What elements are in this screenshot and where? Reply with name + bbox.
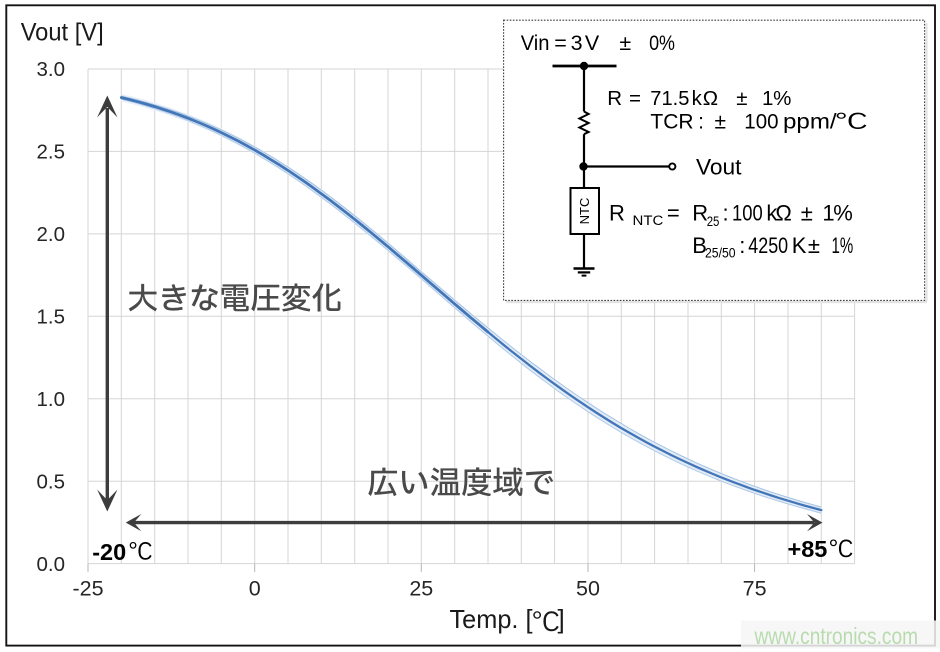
svg-text:=: =: [667, 201, 680, 226]
svg-text:=: =: [554, 31, 567, 55]
svg-text:B: B: [692, 233, 707, 258]
svg-text:25: 25: [409, 577, 433, 601]
svg-text:Vout [V]: Vout [V]: [21, 19, 104, 47]
svg-text:NTC: NTC: [633, 213, 664, 228]
svg-text:0: 0: [249, 577, 261, 601]
svg-text:0.0: 0.0: [37, 553, 66, 576]
svg-text:k: k: [692, 87, 703, 110]
svg-text:%: %: [833, 201, 853, 226]
svg-text:3: 3: [571, 31, 583, 55]
svg-text:V: V: [585, 31, 600, 55]
svg-text:www.cntronics.com: www.cntronics.com: [754, 623, 918, 649]
svg-text:Ω: Ω: [703, 87, 718, 110]
svg-text:50: 50: [576, 577, 600, 601]
svg-text:1: 1: [762, 87, 773, 110]
svg-text:=: =: [629, 87, 641, 110]
svg-text:100: 100: [732, 201, 763, 226]
svg-text:-25: -25: [72, 577, 103, 601]
svg-text:0.5: 0.5: [37, 470, 66, 493]
svg-text:%: %: [773, 87, 791, 110]
svg-text::: :: [698, 110, 704, 133]
svg-text:4250: 4250: [748, 233, 788, 258]
svg-text:3.0: 3.0: [37, 58, 66, 81]
svg-text:2.5: 2.5: [37, 141, 66, 164]
svg-text:71.5: 71.5: [650, 87, 689, 110]
svg-text:Temp. [: Temp. [: [450, 604, 534, 634]
svg-text:k: k: [766, 201, 778, 226]
svg-text:1: 1: [822, 201, 834, 226]
svg-text:25: 25: [707, 214, 720, 229]
svg-text:25/50: 25/50: [705, 246, 736, 261]
svg-text:2.0: 2.0: [37, 223, 66, 246]
svg-text:75: 75: [743, 577, 767, 601]
svg-text:±: ±: [808, 233, 820, 258]
svg-text:Vout: Vout: [696, 155, 742, 180]
svg-text:±: ±: [715, 110, 727, 133]
svg-text:]: ]: [558, 604, 565, 634]
svg-text::: :: [723, 201, 729, 226]
svg-text:NTC: NTC: [577, 198, 592, 225]
svg-text:1.0: 1.0: [37, 388, 66, 411]
svg-text:Ω: Ω: [775, 201, 791, 226]
svg-text:R: R: [692, 201, 708, 226]
svg-text:1.5: 1.5: [37, 306, 66, 329]
svg-text:K: K: [792, 233, 807, 258]
svg-text:-20: -20: [92, 539, 126, 565]
svg-text:R: R: [609, 201, 625, 226]
svg-text:R: R: [607, 87, 622, 110]
svg-text:100: 100: [744, 110, 778, 133]
svg-text::: :: [739, 233, 745, 258]
svg-text:+85: +85: [788, 536, 828, 562]
svg-text:ppm/: ppm/: [783, 110, 837, 133]
svg-text:±: ±: [736, 87, 747, 110]
svg-text:±: ±: [801, 201, 813, 226]
svg-text:TCR: TCR: [650, 110, 693, 133]
svg-text:Vin: Vin: [521, 31, 550, 55]
svg-text:1%: 1%: [832, 233, 854, 258]
svg-text:0%: 0%: [649, 31, 675, 55]
svg-text:±: ±: [619, 31, 631, 55]
